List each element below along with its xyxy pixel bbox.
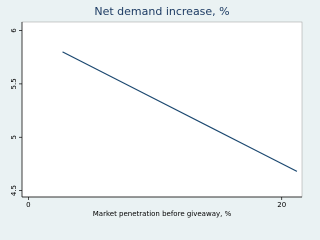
- plot-area: [21, 21, 303, 198]
- chart: Net demand increase, % Market penetratio…: [10, 5, 303, 218]
- x-tick-label: 20: [277, 201, 286, 209]
- x-axis-label: Market penetration before giveaway, %: [93, 210, 232, 218]
- y-tick-label: 5: [10, 135, 18, 139]
- y-tick-label: 6: [10, 28, 18, 33]
- series-line: [62, 51, 298, 172]
- chart-title: Net demand increase, %: [94, 5, 229, 18]
- x-tick-label: 0: [26, 201, 30, 209]
- y-tick-label: 4.5: [10, 185, 18, 196]
- y-tick-label: 5.5: [10, 78, 18, 89]
